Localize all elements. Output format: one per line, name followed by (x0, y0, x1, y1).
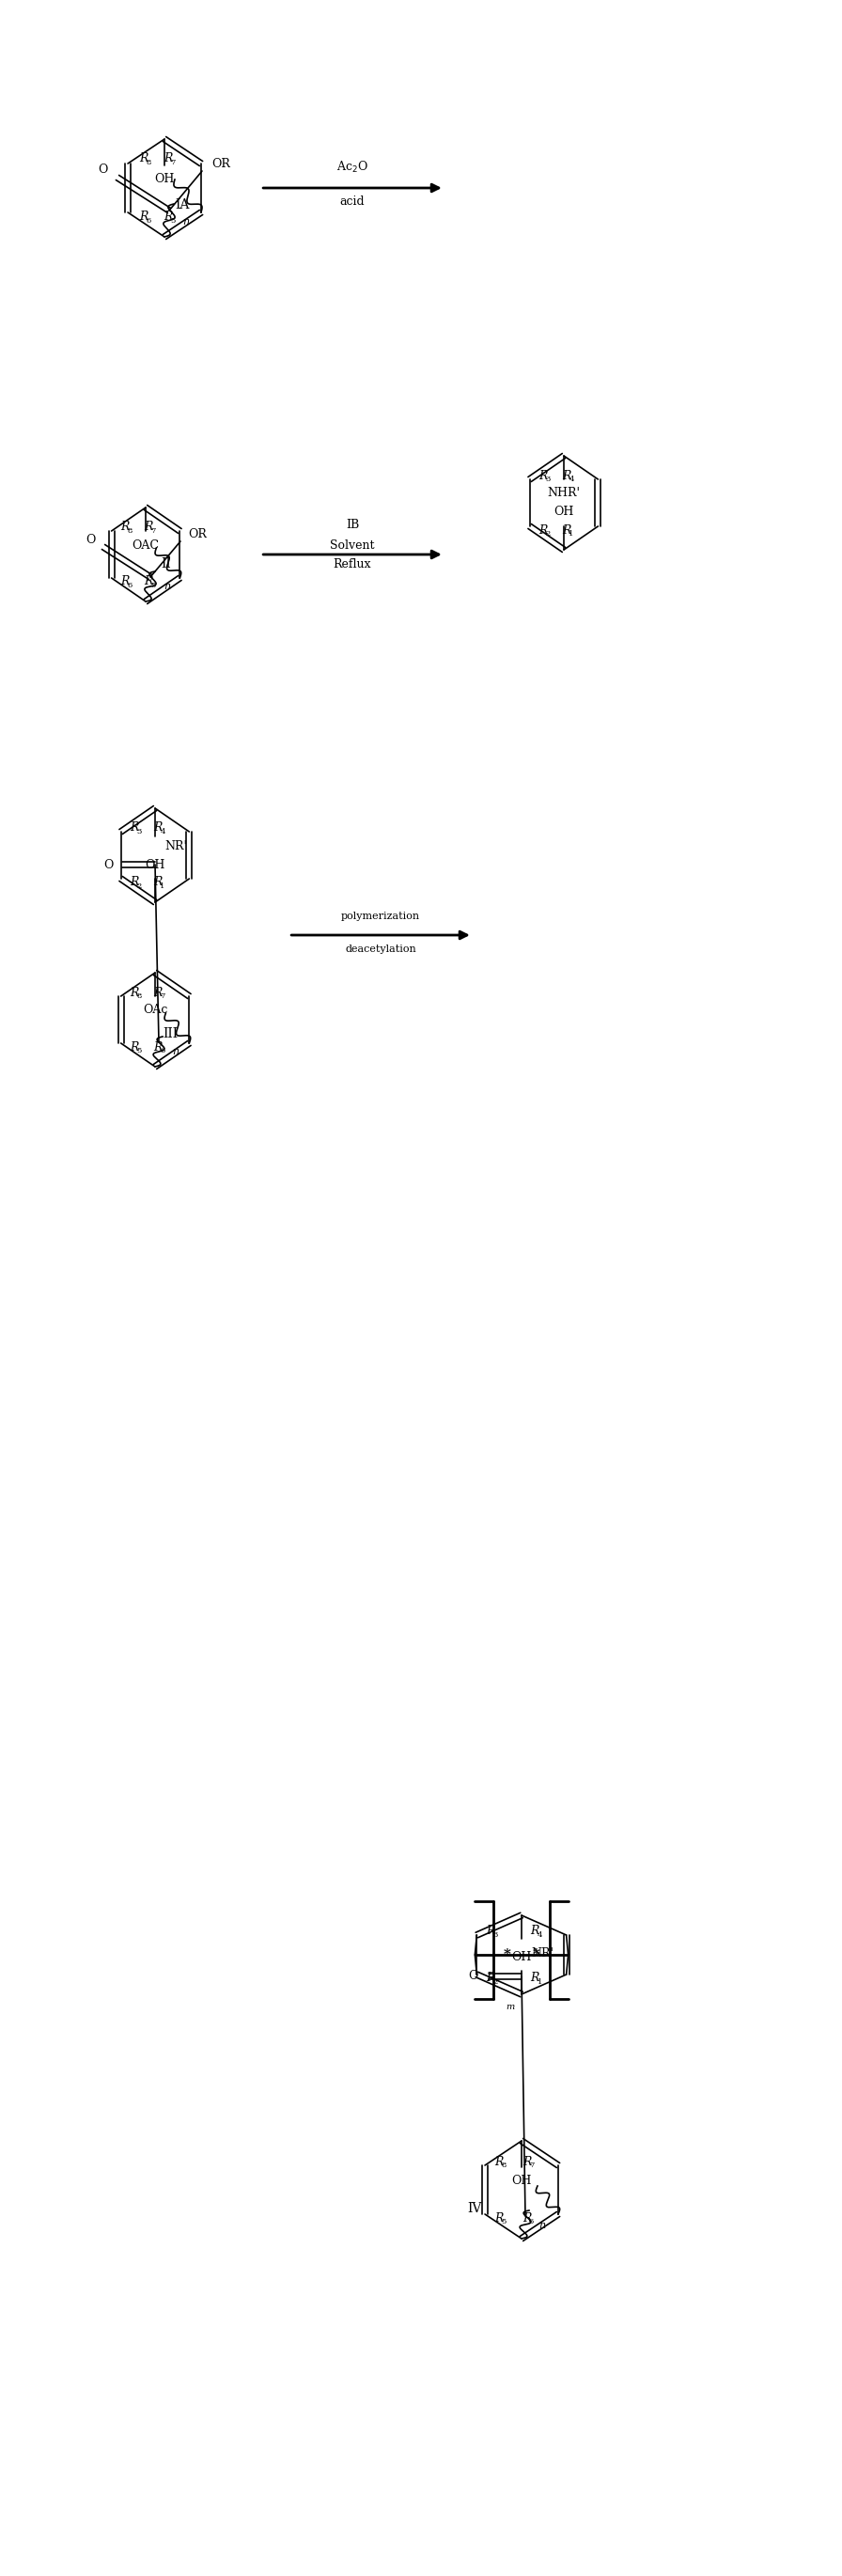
Text: R: R (144, 520, 153, 533)
Text: R: R (153, 876, 163, 889)
Text: 6: 6 (146, 216, 151, 224)
Text: OH: OH (511, 1950, 531, 1963)
Text: n: n (164, 582, 171, 590)
Text: R: R (153, 987, 163, 999)
Text: OH: OH (154, 173, 174, 185)
Text: R: R (153, 1041, 163, 1054)
Text: Ac$_2$O: Ac$_2$O (337, 160, 368, 175)
Text: OR: OR (211, 157, 230, 170)
Text: OR: OR (188, 528, 206, 541)
Text: 1: 1 (537, 1978, 542, 1986)
Text: 5: 5 (170, 216, 175, 224)
Text: R: R (163, 211, 173, 224)
Text: n: n (183, 216, 189, 227)
Text: R: R (486, 1973, 495, 1984)
Text: IV: IV (467, 2202, 482, 2215)
Text: 5: 5 (137, 1046, 142, 1054)
Text: NHR': NHR' (547, 487, 580, 500)
Text: 7: 7 (170, 160, 175, 167)
Text: NR': NR' (531, 1947, 553, 1958)
Text: OH: OH (145, 858, 165, 871)
Text: R: R (131, 1041, 139, 1054)
Text: 3: 3 (493, 1932, 498, 1940)
Text: 8: 8 (127, 528, 132, 536)
Text: 7: 7 (160, 992, 165, 999)
Text: n: n (539, 2221, 546, 2231)
Text: OH: OH (554, 505, 574, 518)
Text: R: R (530, 1973, 540, 1984)
Text: 3: 3 (546, 477, 551, 484)
Text: acid: acid (340, 196, 365, 209)
Text: R: R (494, 2213, 504, 2223)
Text: OAc: OAc (142, 1005, 168, 1018)
Text: OAC: OAC (132, 538, 159, 551)
Text: m: m (506, 2002, 515, 2012)
Text: R: R (153, 822, 163, 835)
Text: 1: 1 (569, 531, 574, 538)
Text: 7: 7 (151, 528, 156, 536)
Text: 5: 5 (151, 582, 156, 590)
Text: *: * (504, 1947, 510, 1960)
Text: R: R (539, 523, 548, 536)
Text: R: R (523, 2156, 531, 2166)
Text: 8: 8 (501, 2161, 506, 2169)
Text: 6: 6 (529, 2218, 534, 2226)
Text: deacetylation: deacetylation (345, 945, 416, 953)
Text: Reflux: Reflux (333, 559, 371, 569)
Text: IB: IB (346, 518, 359, 531)
Text: 2: 2 (546, 531, 551, 538)
Text: R: R (494, 2156, 504, 2166)
Text: IA: IA (175, 198, 189, 211)
Text: R: R (144, 574, 153, 587)
Text: Solvent: Solvent (330, 538, 375, 551)
Text: 7: 7 (529, 2161, 534, 2169)
Text: 8: 8 (146, 160, 151, 167)
Text: 6: 6 (127, 582, 132, 590)
Text: 3: 3 (137, 827, 142, 835)
Text: R: R (539, 469, 548, 482)
Text: R: R (562, 523, 571, 536)
Text: 2: 2 (493, 1978, 498, 1986)
Text: R: R (139, 152, 148, 165)
Text: R: R (530, 1924, 540, 1937)
Text: 4: 4 (537, 1932, 542, 1940)
Text: R: R (121, 520, 130, 533)
Text: polymerization: polymerization (341, 912, 420, 922)
Text: R: R (131, 987, 139, 999)
Text: 6: 6 (160, 1046, 165, 1054)
Text: *: * (532, 1947, 540, 1960)
Text: O: O (98, 165, 107, 175)
Text: OH: OH (511, 2174, 531, 2187)
Text: 4: 4 (569, 477, 574, 484)
Text: 4: 4 (160, 827, 165, 835)
Text: O: O (104, 858, 113, 871)
Text: 1: 1 (160, 884, 165, 889)
Text: R: R (121, 574, 130, 587)
Text: O: O (85, 533, 95, 546)
Text: R: R (486, 1924, 495, 1937)
Text: R: R (523, 2213, 531, 2223)
Text: O: O (468, 1971, 477, 1984)
Text: 2: 2 (137, 884, 141, 889)
Text: R: R (163, 152, 173, 165)
Text: 5: 5 (501, 2218, 506, 2226)
Text: n: n (173, 1046, 179, 1056)
Text: II: II (161, 556, 171, 569)
Text: R: R (562, 469, 571, 482)
Text: R: R (139, 211, 148, 224)
Text: R: R (131, 876, 139, 889)
Text: NR': NR' (164, 840, 187, 853)
Text: 8: 8 (137, 992, 142, 999)
Text: R: R (131, 822, 139, 835)
Text: III: III (163, 1028, 178, 1041)
